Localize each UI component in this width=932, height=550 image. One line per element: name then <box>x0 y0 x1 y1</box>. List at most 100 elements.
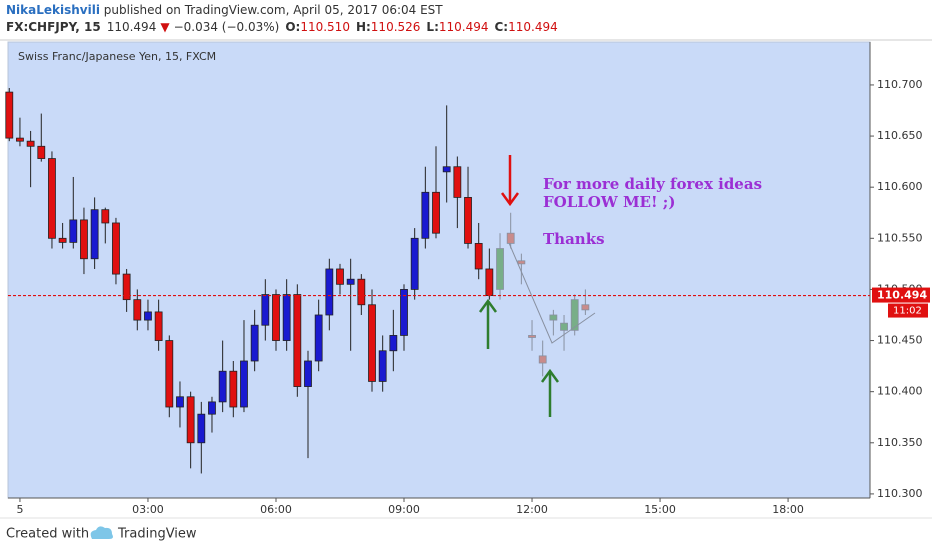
candle-body <box>229 370 238 408</box>
arrow-down <box>500 155 520 207</box>
candle-body <box>336 268 344 285</box>
candle-body <box>144 311 152 321</box>
y-tick-label: 110.650 <box>877 129 923 142</box>
candle-body <box>293 294 302 387</box>
change: −0.034 (−0.03%) <box>174 20 280 34</box>
candle-body <box>538 355 547 364</box>
candle-body <box>90 209 99 260</box>
candle-body <box>464 197 472 244</box>
candle-body <box>432 191 440 234</box>
author[interactable]: NikaLekishvili <box>6 3 100 17</box>
x-tick-label: 18:00 <box>772 503 804 516</box>
candle-body <box>176 396 184 408</box>
candle-body <box>37 145 46 159</box>
candle-body <box>474 243 483 270</box>
candle-body <box>453 166 462 198</box>
y-tick-label: 110.400 <box>877 385 923 398</box>
c-label: C: <box>495 20 509 34</box>
candle-body <box>240 360 248 408</box>
candle-body <box>314 314 323 362</box>
candle-body <box>517 260 526 265</box>
y-tick-label: 110.350 <box>877 436 923 449</box>
published: published on TradingView.com, April 05, … <box>100 3 443 17</box>
candle-body <box>560 322 568 331</box>
candle-body <box>506 232 515 244</box>
h: 110.526 <box>371 20 421 34</box>
y-tick-label: 110.300 <box>877 487 923 500</box>
x-tick-label: 09:00 <box>388 503 420 516</box>
candle-body <box>357 278 366 306</box>
chart-legend: Swiss Franc/Japanese Yen, 15, FXCM <box>18 50 216 63</box>
candle-body <box>325 268 334 316</box>
projection-path <box>508 242 596 344</box>
candle-body <box>368 304 376 382</box>
candle-body <box>112 222 120 275</box>
candle-body <box>496 248 504 290</box>
marks <box>5 88 870 474</box>
candle-body <box>208 401 216 415</box>
candle-body <box>16 137 24 142</box>
y-tick-label: 110.550 <box>877 231 923 244</box>
c: 110.494 <box>508 20 558 34</box>
candle-body <box>261 294 270 326</box>
candle-body <box>101 209 110 224</box>
candle-body <box>282 294 291 341</box>
candle-body <box>69 219 78 243</box>
h-label: H: <box>356 20 371 34</box>
candle-body <box>218 370 227 403</box>
candle-body <box>122 273 131 301</box>
arrow-up-1 <box>478 298 498 349</box>
candle-body <box>485 268 494 296</box>
candle-body <box>304 360 312 387</box>
plot-area <box>7 41 871 499</box>
candle-body <box>165 340 174 408</box>
logo[interactable] <box>90 526 113 539</box>
candle-body <box>80 219 88 260</box>
candle-body <box>186 396 195 444</box>
candle-body <box>133 299 142 321</box>
candle-body <box>421 191 430 239</box>
y-tick-label: 110.450 <box>877 334 923 347</box>
o: 110.510 <box>300 20 350 34</box>
l: 110.494 <box>439 20 489 34</box>
symbol: FX:CHFJPY, 15 <box>6 20 101 34</box>
candle-body <box>5 91 14 139</box>
candle-body <box>570 299 579 331</box>
last-price-label: 110.494 <box>877 289 927 302</box>
o-label: O: <box>285 20 300 34</box>
last-price-box <box>872 287 930 303</box>
arrow-up-2 <box>540 368 560 417</box>
footer-brand[interactable]: TradingView <box>117 527 197 542</box>
x-tick-label: 03:00 <box>132 503 164 516</box>
candle-body <box>400 289 408 336</box>
x-tick-label: 06:00 <box>260 503 292 516</box>
candle-body <box>250 324 259 362</box>
x-tick-label: 12:00 <box>516 503 548 516</box>
candle-body <box>154 311 163 341</box>
candle-body <box>58 237 67 243</box>
arrow: ▼ <box>160 20 170 34</box>
x-tick-label: 15:00 <box>644 503 676 516</box>
candle-body <box>581 304 590 311</box>
y-tick-label: 110.600 <box>877 180 923 193</box>
candle-body <box>26 140 35 147</box>
candle-body <box>48 158 56 239</box>
header-line-2: FX:CHFJPY, 15 110.494 ▼ −0.034 (−0.03%) O:11… <box>6 20 558 34</box>
y-tick-label: 110.700 <box>877 78 923 91</box>
candle-body <box>442 166 451 173</box>
candle-body <box>549 314 558 321</box>
candle-body <box>346 278 355 285</box>
candle-body <box>378 350 387 382</box>
candle-body <box>410 237 419 290</box>
last-time-box <box>888 303 928 318</box>
candle-body <box>528 335 536 338</box>
last-time-label: 11:02 <box>893 306 922 317</box>
l-label: L: <box>426 20 438 34</box>
annotation: FOLLOW ME! ;) <box>543 193 675 211</box>
header-line-1: NikaLekishvili published on TradingView.… <box>6 3 443 17</box>
candle-body <box>197 413 206 444</box>
x-tick-label: 5 <box>16 503 23 516</box>
annotation: Thanks <box>543 230 605 248</box>
footer-created: Created with <box>6 527 89 542</box>
